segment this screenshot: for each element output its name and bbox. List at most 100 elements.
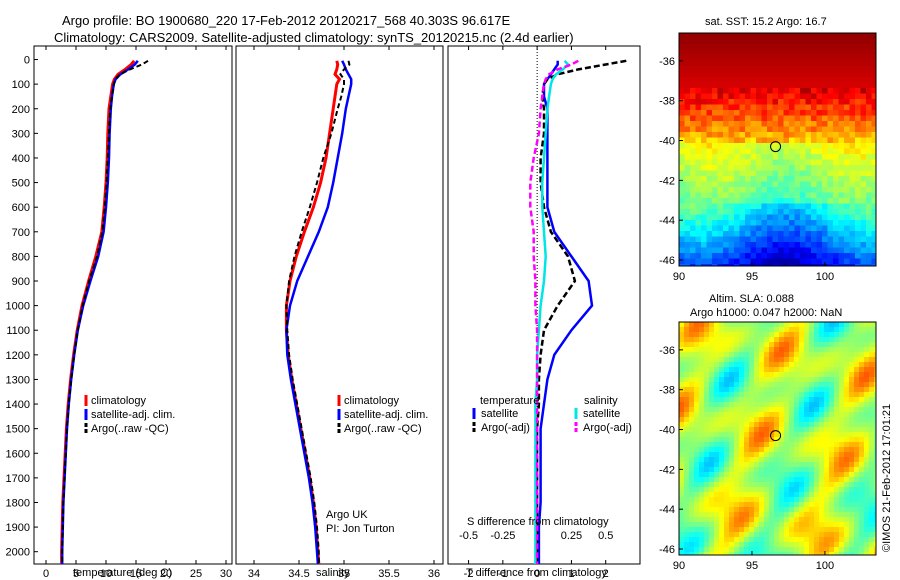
sla-cell [864, 417, 870, 423]
sst-cell [822, 93, 828, 100]
sla-cell [749, 407, 755, 413]
sla-cell [724, 347, 730, 353]
sla-cell [829, 322, 835, 328]
sla-cell [784, 327, 790, 333]
sst-cell [712, 44, 718, 50]
depth-tick-label: 1700 [6, 473, 30, 485]
sst-cell [739, 77, 746, 83]
sla-cell [679, 477, 685, 483]
sst-cell [822, 209, 828, 215]
sla-cell [829, 417, 835, 423]
sst-cell [695, 258, 702, 265]
sla-cell [689, 447, 695, 453]
sst-cell [712, 198, 718, 204]
sst-cell [844, 66, 850, 72]
sst-cell [684, 181, 691, 188]
sla-cell [864, 412, 870, 418]
sla-cell [814, 352, 820, 358]
sla-cell [824, 412, 830, 418]
sla-cell [874, 382, 876, 388]
sst-cell [745, 88, 751, 94]
sst-cell [701, 44, 707, 50]
sla-cell [749, 507, 755, 513]
sst-cell [717, 121, 724, 127]
sst-cell [844, 203, 850, 210]
sst-cell [767, 225, 773, 232]
sst-cell [811, 126, 817, 133]
sla-cell [724, 367, 730, 373]
sla-cell [869, 377, 875, 383]
sla-cell [729, 507, 735, 513]
sla-cell [834, 482, 840, 488]
sla-cell [784, 502, 790, 508]
sla-cell [809, 377, 815, 383]
sst-cell [684, 137, 691, 144]
sst-cell [767, 77, 773, 83]
sla-cell [784, 542, 790, 548]
sst-cell [728, 132, 735, 138]
sst-cell [712, 231, 718, 237]
sst-cell [838, 148, 845, 155]
sla-cell [689, 492, 695, 498]
sst-cell [772, 60, 779, 67]
sst-cell [794, 104, 801, 111]
sla-cell [854, 392, 860, 398]
x-tick-label: 35 [338, 568, 350, 580]
sst-cell [871, 93, 876, 100]
sst-cell [701, 181, 707, 188]
sla-cell [809, 472, 815, 478]
sst-cell [690, 55, 696, 61]
sla-cell [779, 432, 785, 438]
sst-cell [800, 126, 806, 133]
sla-cell [754, 437, 760, 443]
map-y-tick-label: -44 [659, 504, 675, 516]
sst-cell [838, 38, 845, 45]
sst-cell [772, 220, 779, 226]
sla-cell [874, 387, 876, 393]
sst-cell [679, 247, 685, 254]
sst-cell [728, 154, 735, 160]
sla-cell [764, 332, 770, 338]
sst-cell [827, 242, 834, 248]
sla-cell [809, 462, 815, 468]
sst-cell [833, 203, 839, 210]
sst-cell [805, 137, 812, 144]
sst-cell [794, 99, 801, 105]
sla-cell [734, 442, 740, 448]
sst-cell [723, 38, 729, 45]
sla-cell [824, 472, 830, 478]
sst-cell [822, 242, 828, 248]
x-tick-label: 36 [428, 568, 440, 580]
sla-cell [759, 377, 765, 383]
sla-cell [749, 467, 755, 473]
sst-cell [723, 231, 729, 237]
sla-cell [824, 447, 830, 453]
sst-cell [860, 93, 867, 100]
sla-cell [759, 482, 765, 488]
sla-cell [839, 422, 845, 428]
sla-cell [869, 527, 875, 533]
sst-cell [701, 137, 707, 144]
sst-cell [728, 209, 735, 215]
sst-cell [783, 176, 790, 182]
sst-cell [739, 176, 746, 182]
sla-cell [804, 342, 810, 348]
sst-cell [860, 60, 867, 67]
sla-cell [689, 397, 695, 403]
sla-cell [684, 392, 690, 398]
sst-cell [750, 264, 757, 266]
sst-cell [756, 82, 762, 89]
sst-cell [756, 154, 762, 160]
sst-cell [723, 225, 729, 232]
sst-cell [866, 198, 872, 204]
sla-cell [804, 497, 810, 503]
sla-cell [694, 362, 700, 368]
sla-cell [859, 427, 865, 433]
sst-cell [712, 264, 718, 266]
sst-cell [690, 115, 696, 122]
sst-cell [767, 258, 773, 265]
sst-cell [767, 82, 773, 89]
map-y-tick-label: -38 [659, 96, 675, 108]
sst-cell [833, 33, 839, 39]
sla-cell [729, 392, 735, 398]
